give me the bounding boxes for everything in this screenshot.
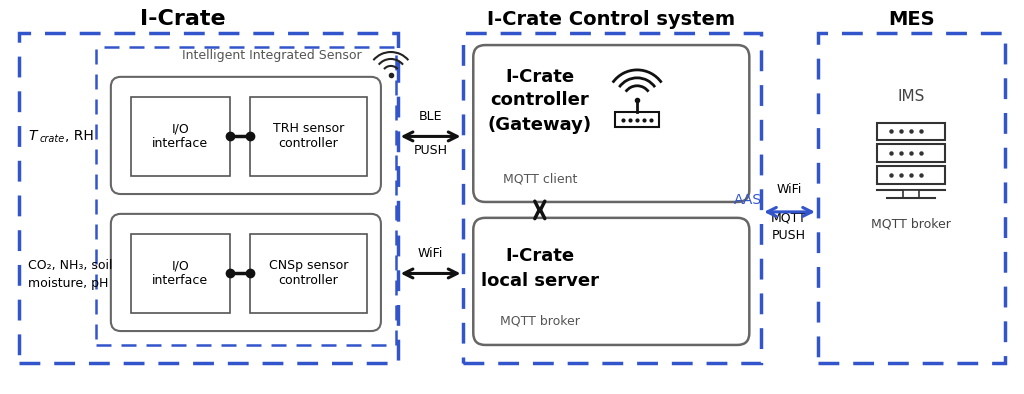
Text: CO₂, NH₃, soil: CO₂, NH₃, soil [29, 259, 113, 272]
Text: I/O
interface: I/O interface [153, 260, 209, 288]
Text: BLE: BLE [419, 110, 442, 123]
Text: , RH: , RH [66, 130, 94, 143]
Text: MQTT broker: MQTT broker [871, 217, 951, 230]
Text: T: T [29, 130, 37, 143]
Text: I-Crate: I-Crate [139, 9, 225, 29]
Text: I-Crate Control system: I-Crate Control system [487, 10, 735, 29]
Text: MQTT: MQTT [771, 212, 807, 225]
Bar [878, 166, 945, 184]
Text: (Gateway): (Gateway) [487, 115, 592, 134]
Text: WiFi: WiFi [418, 247, 443, 260]
Text: PUSH: PUSH [772, 229, 806, 242]
FancyBboxPatch shape [473, 45, 750, 202]
Text: AAS: AAS [734, 193, 763, 207]
Bar [250, 234, 367, 313]
Bar [878, 123, 945, 140]
Bar [903, 190, 920, 198]
Text: MQTT broker: MQTT broker [500, 315, 580, 328]
FancyBboxPatch shape [111, 77, 381, 194]
FancyBboxPatch shape [473, 218, 750, 345]
FancyBboxPatch shape [111, 214, 381, 331]
Text: MES: MES [888, 10, 935, 29]
Bar [131, 234, 230, 313]
Bar [878, 144, 945, 162]
Bar [131, 97, 230, 176]
Text: crate: crate [39, 134, 65, 145]
Text: controller: controller [490, 91, 589, 109]
Text: TRH sensor
controller: TRH sensor controller [272, 123, 344, 151]
Text: moisture, pH: moisture, pH [29, 277, 109, 290]
Text: MQTT client: MQTT client [503, 173, 577, 186]
Text: local server: local server [481, 272, 599, 290]
Text: IMS: IMS [897, 89, 925, 104]
Text: PUSH: PUSH [414, 144, 447, 157]
Text: WiFi: WiFi [776, 183, 802, 196]
Text: I-Crate: I-Crate [505, 68, 574, 86]
Text: I-Crate: I-Crate [505, 247, 574, 265]
Bar [250, 97, 367, 176]
Text: CNSp sensor
controller: CNSp sensor controller [268, 260, 348, 288]
FancyBboxPatch shape [615, 112, 659, 128]
Text: Intelligent Integrated Sensor: Intelligent Integrated Sensor [182, 48, 361, 61]
Text: I/O
interface: I/O interface [153, 123, 209, 151]
